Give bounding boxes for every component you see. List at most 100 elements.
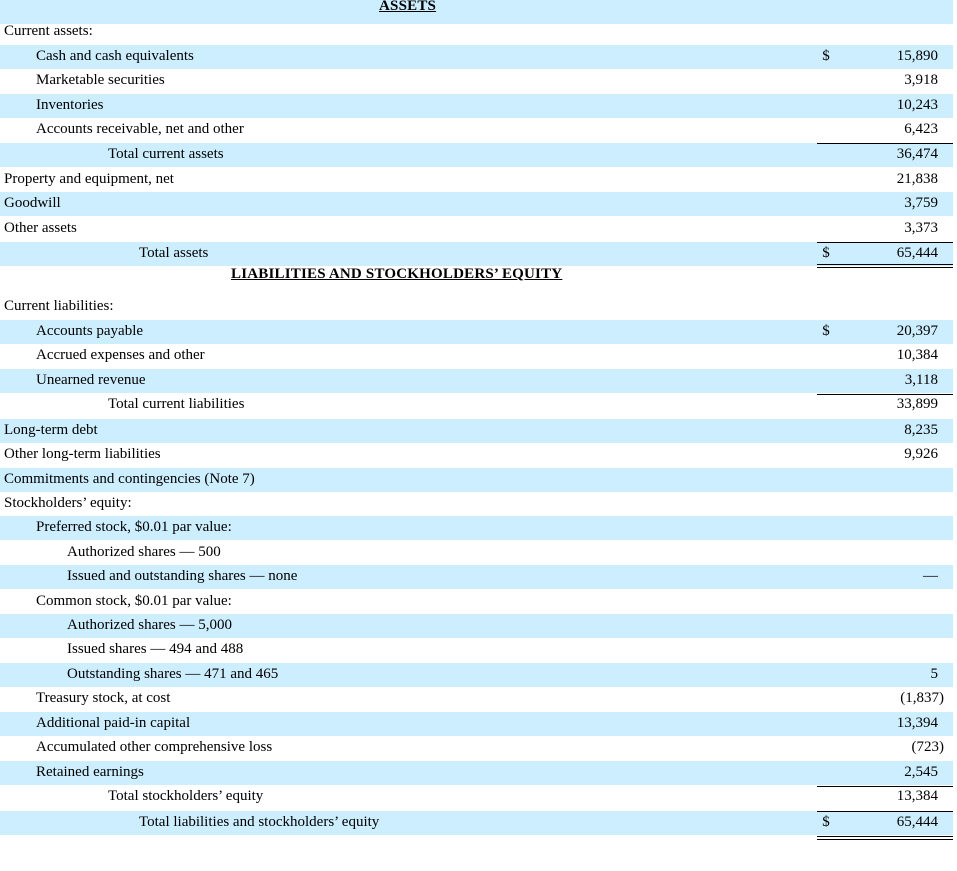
subtotal-amount: 36,474 (896, 146, 938, 162)
line-item-row: Stockholders’ equity: (0, 492, 953, 516)
line-item-label: Authorized shares — 500 (67, 544, 221, 560)
subtotal-label: Total current liabilities (108, 396, 245, 412)
line-item-row: Preferred stock, $0.01 par value: (0, 516, 953, 540)
line-item-label: Long-term debt (4, 422, 98, 438)
line-item-amount: 5 (930, 666, 939, 682)
line-item-label: Commitments and contingencies (Note 7) (4, 471, 255, 487)
assets-heading: ASSETS (379, 0, 437, 14)
liabilities-heading: LIABILITIES AND STOCKHOLDERS’ EQUITY (231, 266, 563, 282)
line-item-row: Authorized shares — 500 (0, 541, 953, 565)
line-item-label: Retained earnings (36, 764, 144, 780)
line-item-label: Accounts payable (36, 323, 144, 339)
line-item-label: Accrued expenses and other (36, 347, 205, 363)
line-item-amount: 13,394 (896, 715, 938, 731)
line-item-amount: 3,918 (904, 72, 938, 88)
line-item-label: Treasury stock, at cost (36, 690, 171, 706)
line-item-amount: 9,926 (904, 446, 938, 462)
dollar-sign: $ (822, 245, 830, 261)
line-item-row: Accounts payable $ 20,397 (0, 320, 953, 344)
line-item-row: Common stock, $0.01 par value: (0, 590, 953, 614)
line-item-row: Authorized shares — 5,000 (0, 614, 953, 638)
line-item-label: Preferred stock, $0.01 par value: (36, 519, 232, 535)
line-item-row: Issued shares — 494 and 488 (0, 638, 953, 662)
line-item-label: Other long-term liabilities (4, 446, 161, 462)
line-item-amount: 10,384 (896, 347, 938, 363)
line-item-row: Marketable securities 3,918 (0, 69, 953, 93)
line-item-row: Accounts receivable, net and other 6,423 (0, 118, 953, 142)
line-item-row: Other assets 3,373 (0, 217, 953, 241)
line-item-amount: 3,373 (904, 220, 938, 236)
line-item-row: Other long-term liabilities 9,926 (0, 443, 953, 467)
subtotal-rule (817, 394, 953, 395)
line-item-row: Commitments and contingencies (Note 7) (0, 468, 953, 492)
line-item-row: Inventories 10,243 (0, 94, 953, 118)
line-item-label: Additional paid-in capital (36, 715, 191, 731)
line-item-label: Goodwill (4, 195, 61, 211)
line-item-amount: 3,759 (904, 195, 938, 211)
line-item-label: Other assets (4, 220, 77, 236)
line-item-row: Cash and cash equivalents $ 15,890 (0, 45, 953, 69)
line-item-row: Accumulated other comprehensive loss (72… (0, 736, 953, 760)
line-item-label: Accumulated other comprehensive loss (36, 739, 273, 755)
line-item-amount: 2,545 (904, 764, 938, 780)
dollar-sign: $ (822, 814, 830, 830)
dollar-sign: $ (822, 323, 830, 339)
line-item-amount: 21,838 (896, 171, 938, 187)
line-item-label: Outstanding shares — 471 and 465 (67, 666, 279, 682)
line-item-amount: 3,118 (904, 372, 938, 388)
total-row: Total assets $ 65,444 (0, 242, 953, 266)
subtotal-amount: 33,899 (896, 396, 938, 412)
dollar-sign: $ (822, 48, 830, 64)
total-label: Total assets (139, 245, 209, 261)
line-item-row: Unearned revenue 3,118 (0, 369, 953, 393)
double-underline-rule (817, 836, 953, 840)
liabilities-heading-row: LIABILITIES AND STOCKHOLDERS’ EQUITY (0, 266, 953, 292)
line-item-row: Property and equipment, net 21,838 (0, 168, 953, 192)
line-item-label: Property and equipment, net (4, 171, 174, 187)
subtotal-row: Total current liabilities 33,899 (0, 393, 953, 417)
subtotal-row: Total current assets 36,474 (0, 143, 953, 167)
subtotal-rule (817, 811, 953, 812)
line-item-label: Cash and cash equivalents (36, 48, 194, 64)
subtotal-row: Total stockholders’ equity 13,384 (0, 785, 953, 809)
line-item-row: Treasury stock, at cost (1,837) (0, 687, 953, 711)
line-item-label: Accounts receivable, net and other (36, 121, 244, 137)
total-amount: 65,444 (896, 245, 938, 261)
line-item-row: Current assets: (0, 20, 953, 44)
line-item-row: Issued and outstanding shares — none — (0, 565, 953, 589)
line-item-amount: — (923, 568, 938, 584)
subtotal-rule (817, 786, 953, 787)
line-item-row: Current liabilities: (0, 295, 953, 319)
subtotal-rule (817, 242, 953, 243)
line-item-label: Unearned revenue (36, 372, 146, 388)
line-item-amount: 15,890 (896, 48, 938, 64)
line-item-amount: (723) (911, 739, 945, 755)
total-amount: 65,444 (896, 814, 938, 830)
line-item-label: Marketable securities (36, 72, 165, 88)
line-item-amount: 20,397 (896, 323, 938, 339)
double-underline-rule (817, 264, 953, 268)
line-item-row: Additional paid-in capital 13,394 (0, 712, 953, 736)
line-item-label: Common stock, $0.01 par value: (36, 593, 232, 609)
total-label: Total liabilities and stockholders’ equi… (139, 814, 380, 830)
assets-heading-row: ASSETS (0, 0, 953, 24)
line-item-row: Retained earnings 2,545 (0, 761, 953, 785)
line-item-label: Current liabilities: (4, 298, 114, 314)
line-item-label: Issued shares — 494 and 488 (67, 641, 244, 657)
line-item-row: Accrued expenses and other 10,384 (0, 344, 953, 368)
line-item-row: Long-term debt 8,235 (0, 419, 953, 443)
line-item-label: Stockholders’ equity: (4, 495, 132, 511)
subtotal-label: Total stockholders’ equity (108, 788, 264, 804)
total-row: Total liabilities and stockholders’ equi… (0, 811, 953, 835)
line-item-label: Current assets: (4, 23, 93, 39)
line-item-amount: (1,837) (900, 690, 944, 706)
line-item-row: Outstanding shares — 471 and 465 5 (0, 663, 953, 687)
line-item-amount: 8,235 (904, 422, 938, 438)
line-item-label: Inventories (36, 97, 104, 113)
line-item-label: Authorized shares — 5,000 (67, 617, 232, 633)
line-item-row: Goodwill 3,759 (0, 192, 953, 216)
line-item-amount: 10,243 (896, 97, 938, 113)
subtotal-amount: 13,384 (896, 788, 938, 804)
subtotal-label: Total current assets (108, 146, 224, 162)
line-item-amount: 6,423 (904, 121, 938, 137)
